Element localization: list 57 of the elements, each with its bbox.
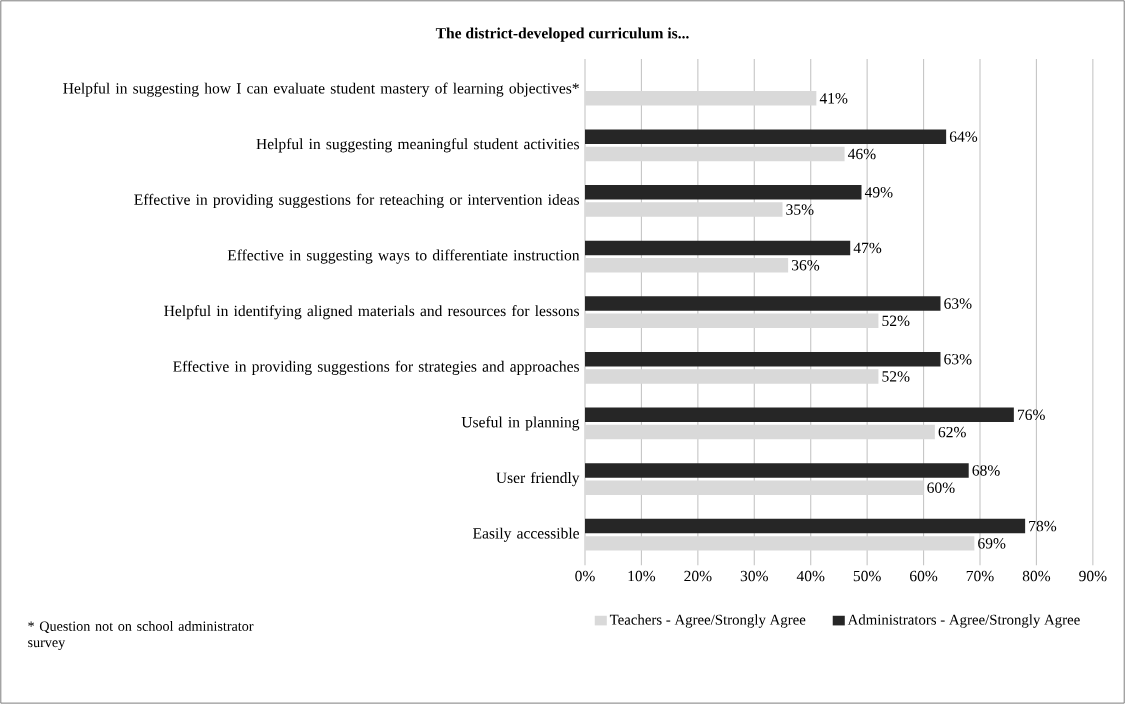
y-tick-label: Effective in providing suggestions for reteaching or intervention ideas <box>134 193 580 209</box>
bar <box>585 424 935 440</box>
y-tick-label: Easily accessible <box>473 527 580 542</box>
bar <box>585 313 879 329</box>
x-tick-label: 20% <box>684 570 712 582</box>
bar <box>585 407 1014 423</box>
y-tick-label: Effective in suggesting ways to differentiate instruction <box>227 249 580 264</box>
y-tick-label: User friendly <box>496 471 580 487</box>
x-tick-label: 40% <box>796 570 825 582</box>
bar <box>585 296 941 311</box>
bar <box>585 351 941 367</box>
x-tick-label: 90% <box>1079 570 1107 582</box>
chart-title: The district-developed curriculum is... <box>435 27 689 42</box>
x-tick-label: 60% <box>910 570 938 582</box>
x-tick-label: 30% <box>740 570 768 582</box>
legend-label: Teachers - Agree/Strongly Agree <box>609 614 806 628</box>
data-label: 49% <box>864 187 893 198</box>
bar <box>585 202 783 217</box>
bar <box>585 463 969 478</box>
data-label: 68% <box>972 465 1000 476</box>
y-tick-label: Helpful in suggesting meaningful student activities <box>256 138 579 153</box>
bar <box>585 258 789 273</box>
legend-label: Administrators - Agree/Strongly Agree <box>847 614 1080 628</box>
bar <box>585 240 851 256</box>
x-tick-label: 70% <box>966 570 994 582</box>
data-label: 52% <box>882 315 910 327</box>
bar <box>585 146 845 162</box>
data-label: 47% <box>853 242 882 254</box>
data-label: 62% <box>938 426 966 438</box>
data-label: 63% <box>944 353 972 365</box>
bar <box>585 129 947 144</box>
data-label: 41% <box>819 93 848 104</box>
data-label: 35% <box>786 204 814 215</box>
data-label: 69% <box>978 538 1006 549</box>
bar <box>585 536 975 551</box>
bar <box>585 518 1026 534</box>
x-tick-label: 50% <box>853 570 881 582</box>
y-tick-label: Useful in planning <box>461 416 580 431</box>
y-tick-label: Helpful in suggesting how I can evaluate student mastery of learning objectives* <box>63 82 579 97</box>
data-label: 52% <box>882 371 910 382</box>
data-label: 60% <box>927 482 955 494</box>
bar <box>585 185 862 200</box>
x-tick-label: 10% <box>628 570 656 582</box>
x-tick-label: 80% <box>1022 570 1051 582</box>
y-tick-label: Effective in providing suggestions for strategies and approaches <box>173 360 579 375</box>
data-label: 63% <box>944 298 972 309</box>
x-tick-label: 0% <box>575 570 595 582</box>
text: * Question not on school administrator survey <box>28 621 254 651</box>
data-label: 76% <box>1017 409 1045 421</box>
data-label: 78% <box>1029 520 1057 532</box>
data-label: 64% <box>949 131 978 142</box>
data-label: 36% <box>792 259 820 271</box>
y-tick-label: Helpful in identifying aligned materials and resources for lessons <box>164 305 579 320</box>
bar <box>585 480 924 495</box>
data-label: 46% <box>847 148 876 160</box>
bar <box>585 369 879 384</box>
bar <box>585 91 817 106</box>
